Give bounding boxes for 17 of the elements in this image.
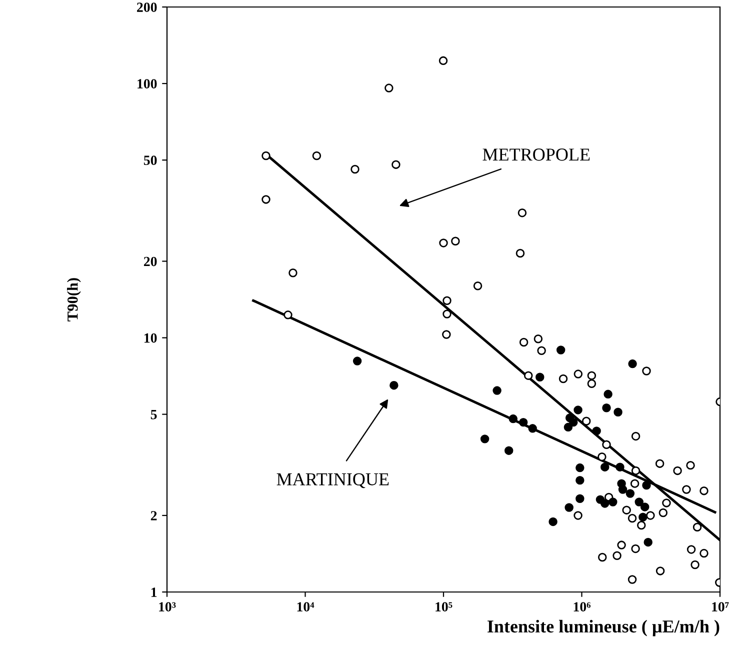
- x-tick-label: 10³: [159, 602, 176, 612]
- x-tick-label: 10⁵: [436, 602, 452, 612]
- y-tick-label: 10: [144, 333, 157, 343]
- y-tick-label: 100: [138, 79, 157, 88]
- y-tick-label: 1: [151, 588, 157, 597]
- y-tick-label: 200: [137, 2, 157, 12]
- y-axis-title: T90(h): [67, 278, 81, 322]
- x-tick-label: 10⁷: [712, 602, 729, 612]
- y-tick-label: 2: [150, 511, 157, 520]
- y-tick-label: 50: [144, 156, 157, 166]
- y-tick-label: 5: [150, 410, 157, 420]
- x-tick-label: 10⁶: [574, 602, 591, 612]
- annotation: MARTINIQUE: [276, 473, 389, 488]
- y-tick-label: 20: [144, 256, 157, 266]
- annotation: METROPOLE: [482, 148, 590, 161]
- x-tick-label: 10⁴: [297, 602, 314, 612]
- x-axis-title: Intensite lumineuse ( µE/m/h ): [488, 620, 720, 636]
